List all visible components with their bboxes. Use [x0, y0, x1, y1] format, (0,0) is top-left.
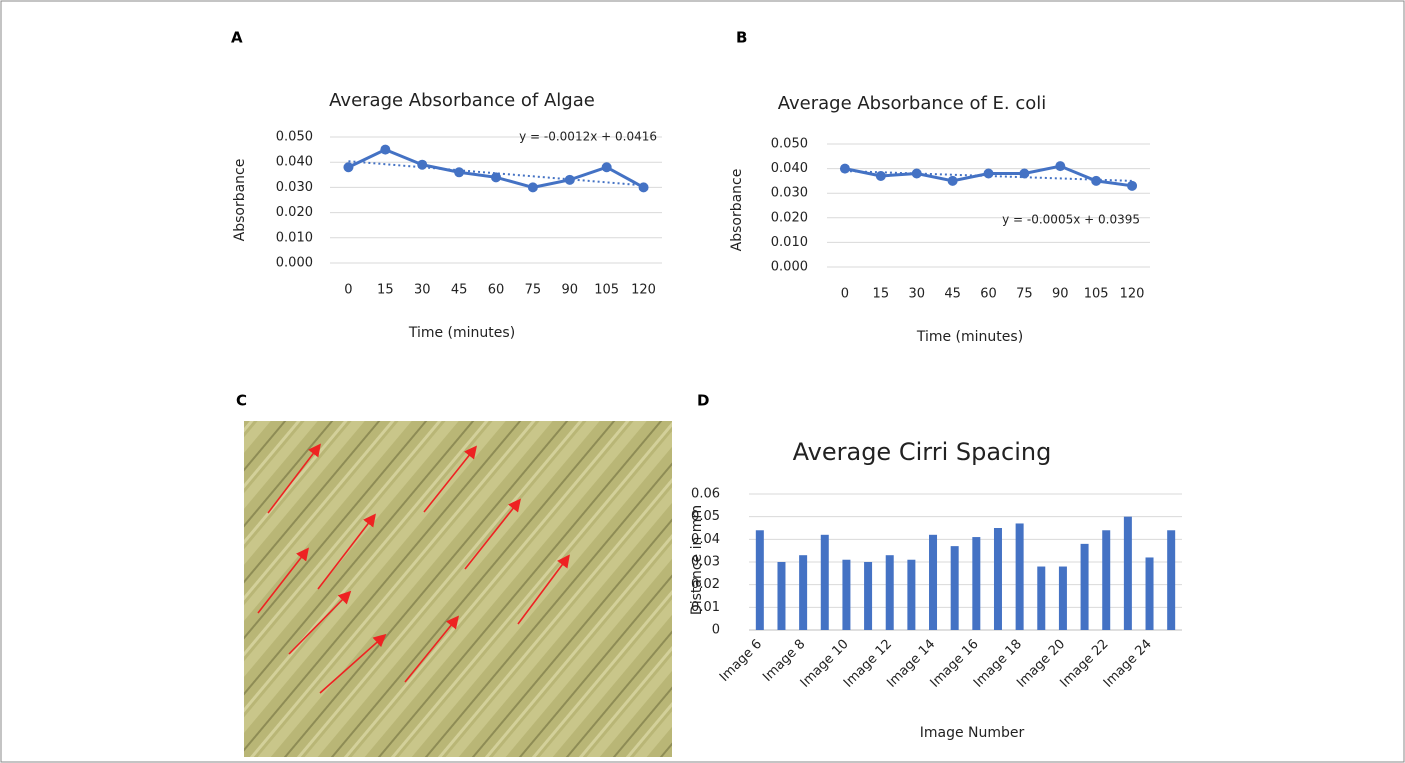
marker [491, 172, 501, 183]
x-tick-label: 75 [1016, 287, 1033, 302]
marker [1127, 180, 1138, 191]
y-tick-label: 0.000 [771, 260, 808, 275]
bar [777, 562, 786, 630]
y-tick-label: 0.030 [276, 180, 313, 195]
panel-label: D [697, 392, 709, 410]
x-tick-label: 90 [1052, 287, 1069, 302]
y-tick-label: 0.050 [771, 137, 808, 152]
y-tick-label: 0.020 [276, 205, 313, 220]
bar [842, 559, 851, 630]
marker [564, 174, 575, 185]
bar [972, 537, 981, 630]
x-tick-label: 90 [562, 283, 579, 298]
x-tick-label: 120 [1120, 287, 1145, 302]
panel-label: A [231, 29, 243, 47]
x-tick-label: 105 [594, 283, 619, 298]
marker [454, 167, 465, 178]
bar [755, 530, 764, 630]
x-tick-label: 15 [377, 283, 394, 298]
x-tick-label: 30 [414, 283, 431, 298]
marker [947, 175, 958, 186]
x-tick-label: 120 [631, 283, 656, 298]
y-tick-label: 0.010 [771, 235, 808, 250]
marker [527, 182, 538, 193]
bar [950, 546, 959, 630]
marker [1091, 175, 1102, 186]
x-tick-label: 15 [873, 287, 890, 302]
x-axis-title: Time (minutes) [916, 329, 1023, 345]
x-tick-label: 105 [1084, 287, 1109, 302]
bar [1102, 530, 1111, 630]
marker [875, 170, 886, 181]
x-tick-label: 60 [488, 283, 505, 298]
x-tick-label: 60 [980, 287, 997, 302]
y-tick-label: 0.02 [691, 577, 720, 592]
bar [1058, 566, 1067, 630]
micrograph [244, 421, 672, 757]
x-tick-label: 30 [908, 287, 925, 302]
marker [343, 162, 354, 173]
y-tick-label: 0.06 [691, 487, 720, 502]
bar [1167, 530, 1176, 630]
x-tick-label: 75 [525, 283, 542, 298]
y-axis-title: Absorbance [232, 159, 248, 242]
y-tick-label: 0.050 [276, 130, 313, 145]
marker [839, 163, 850, 174]
marker [417, 159, 428, 170]
trendline-equation: y = -0.0012x + 0.0416 [519, 130, 657, 144]
y-tick-label: 0.040 [276, 155, 313, 170]
bar [993, 528, 1002, 630]
x-axis-title: Time (minutes) [408, 325, 515, 341]
marker [601, 162, 612, 173]
bar [1123, 516, 1132, 630]
x-tick-label: 45 [451, 283, 468, 298]
bar [1015, 523, 1024, 630]
chart-title: Average Absorbance of E. coli [778, 93, 1047, 114]
chart-title: Average Cirri Spacing [793, 438, 1052, 466]
marker [911, 168, 922, 179]
bar [929, 534, 938, 630]
marker [1019, 168, 1030, 179]
bar [907, 559, 916, 630]
y-tick-label: 0.000 [276, 256, 313, 271]
bar [864, 562, 873, 630]
y-axis-title: Distance in mm [689, 505, 705, 615]
bar [1145, 557, 1154, 630]
x-tick-label: 0 [841, 287, 849, 302]
bar [820, 534, 829, 630]
marker [638, 182, 649, 193]
y-tick-label: 0.040 [771, 161, 808, 176]
x-tick-label: 45 [944, 287, 961, 302]
trendline-equation: y = -0.0005x + 0.0395 [1002, 213, 1140, 227]
panel-label: B [736, 29, 747, 47]
y-tick-label: 0.01 [691, 600, 720, 615]
marker [1055, 161, 1066, 172]
y-tick-label: 0.020 [771, 210, 808, 225]
y-tick-label: 0.05 [691, 509, 720, 524]
x-axis-title: Image Number [920, 725, 1025, 741]
chart-title: Average Absorbance of Algae [329, 90, 595, 111]
y-tick-label: 0.030 [771, 186, 808, 201]
y-tick-label: 0 [712, 623, 720, 638]
x-tick-label: 0 [344, 283, 352, 298]
marker [983, 168, 994, 179]
trendline [348, 160, 644, 187]
bar [1080, 543, 1089, 630]
bar [1037, 566, 1046, 630]
bar [799, 555, 808, 630]
y-tick-label: 0.010 [276, 230, 313, 245]
y-tick-label: 0.04 [691, 532, 720, 547]
y-axis-title: Absorbance [729, 169, 745, 252]
panel-label: C [236, 392, 247, 410]
bar [885, 555, 894, 630]
y-tick-label: 0.03 [691, 555, 720, 570]
marker [380, 144, 391, 155]
